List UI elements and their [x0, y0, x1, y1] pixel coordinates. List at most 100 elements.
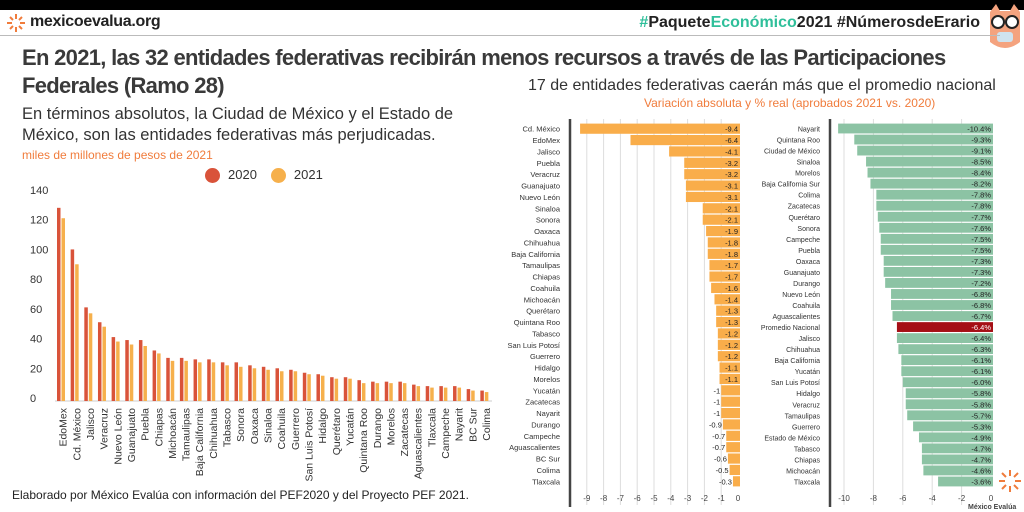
data-label: -0.9 — [709, 420, 722, 429]
x-tick-label: Zacatecas — [399, 408, 411, 456]
data-label: -0.5 — [716, 466, 729, 475]
data-label: -6.4 — [725, 136, 738, 145]
footer-source: Elaborado por México Evalúa con informac… — [12, 488, 469, 502]
x-tick-label: Cd. México — [71, 408, 83, 461]
bar — [684, 157, 740, 168]
bar — [857, 145, 993, 156]
data-label: -7.8% — [971, 191, 991, 200]
data-label: -6.0% — [971, 378, 991, 387]
category-label: Quintana Roo — [777, 138, 820, 145]
x-tick-label: -9 — [583, 494, 591, 503]
y-tick-label: 80 — [30, 274, 42, 286]
bar-2021 — [280, 371, 284, 401]
owl-mascot-icon — [990, 4, 1020, 48]
data-label: -7.5% — [971, 235, 991, 244]
category-label: Guerrero — [792, 424, 820, 431]
category-label: Aguascalientes — [509, 443, 560, 452]
x-tick-label: Chiapas — [153, 408, 165, 447]
category-label: San Luis Potosí — [771, 380, 820, 387]
bar — [854, 134, 993, 145]
bar — [901, 355, 993, 366]
category-label: Baja California — [511, 250, 561, 259]
data-label: -1.1 — [725, 364, 738, 373]
bar-2021 — [471, 390, 475, 401]
bar — [580, 123, 740, 134]
bar — [883, 255, 993, 266]
bar — [876, 200, 993, 211]
data-label: -1.2 — [725, 329, 738, 338]
x-tick-label: -6 — [634, 494, 642, 503]
category-label: Yucatán — [533, 386, 560, 395]
data-label: -8.5% — [971, 158, 991, 167]
data-label: -0.3 — [719, 477, 732, 486]
x-tick-label: Tabasco — [222, 408, 234, 447]
bar — [702, 203, 740, 214]
category-label: BC Sur — [536, 455, 561, 464]
bar-2021 — [143, 346, 147, 401]
bar — [876, 189, 993, 200]
bar-2021 — [184, 360, 188, 401]
bar — [714, 294, 740, 305]
bar-2021 — [75, 264, 79, 401]
x-tick-label: Jalisco — [85, 408, 97, 440]
bar-2021 — [361, 383, 366, 401]
data-label: -7.6% — [971, 224, 991, 233]
category-label: San Luis Potosí — [507, 341, 560, 350]
bar-2021 — [61, 218, 65, 401]
x-tick-label: Veracruz — [99, 408, 111, 449]
x-tick-label: Guerrero — [290, 408, 302, 450]
data-label: -7.3% — [971, 257, 991, 266]
bar-2021 — [334, 378, 339, 401]
category-label: Guanajuato — [521, 182, 560, 191]
category-label: Morelos — [795, 171, 820, 178]
x-tick-label: Puebla — [140, 408, 152, 441]
bar — [727, 453, 740, 464]
data-label: -5.8% — [971, 389, 991, 398]
bar — [905, 388, 993, 399]
bar — [877, 211, 993, 222]
x-tick-label: Guanajuato — [126, 408, 138, 462]
bar-2020 — [97, 322, 102, 401]
y-tick-label: 40 — [30, 334, 42, 346]
category-label: Cd. México — [522, 125, 560, 134]
page-title-text: En 2021, las 32 entidades federativas re… — [22, 45, 946, 98]
x-tick-label: -3 — [684, 494, 692, 503]
bar-2020 — [275, 368, 279, 401]
bar-2020 — [453, 386, 457, 401]
bar — [896, 333, 993, 344]
category-label: Oaxaca — [796, 259, 820, 266]
bar — [892, 311, 993, 321]
category-label: Querétaro — [526, 307, 560, 316]
bar — [905, 399, 993, 410]
x-tick-label: -10 — [838, 494, 850, 503]
hashtag-part: 2021 #NúmerosdeErario — [796, 14, 980, 31]
mexicoevalua-logo-icon — [7, 14, 25, 32]
x-tick-label: San Luis Potosí — [303, 408, 315, 482]
top-bar — [0, 0, 1024, 10]
bar — [729, 464, 740, 476]
x-tick-label: EdoMex — [58, 407, 70, 446]
category-label: Tabasco — [532, 329, 560, 338]
x-tick-label: Michoacán — [167, 408, 179, 459]
site-url[interactable]: mexicoevalua.org — [30, 13, 161, 30]
bar-2020 — [357, 380, 361, 401]
category-label: Jalisco — [537, 147, 560, 156]
data-label: -4.1 — [725, 147, 738, 156]
category-label: Puebla — [537, 159, 561, 168]
data-label: -2.1 — [725, 216, 738, 225]
bar — [726, 442, 740, 453]
bar — [707, 237, 740, 248]
data-label: -0.6 — [714, 455, 727, 464]
hash-symbol: # — [639, 14, 649, 31]
category-label: Zacatecas — [525, 398, 560, 407]
data-label: -1.1 — [725, 375, 738, 384]
unit-label: miles de millones de pesos de 2021 — [22, 148, 213, 162]
x-tick-label: Baja California — [194, 408, 206, 476]
category-label: Sinaloa — [797, 160, 820, 167]
x-tick-label: 0 — [736, 494, 741, 503]
bar — [716, 305, 740, 316]
data-label: -4.9% — [971, 433, 991, 442]
bar-2021 — [170, 360, 175, 401]
bar — [891, 300, 993, 310]
data-label: -5.7% — [971, 411, 991, 420]
